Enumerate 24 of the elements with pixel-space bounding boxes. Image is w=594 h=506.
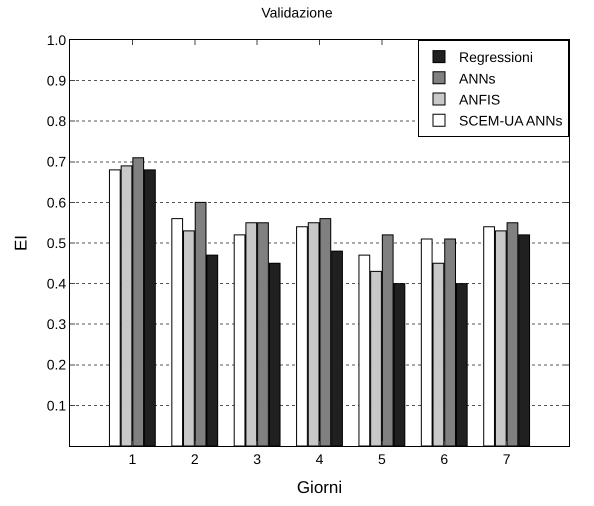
x-tick-label: 7 xyxy=(502,450,511,467)
y-tick-label: 0.4 xyxy=(46,276,66,292)
x-tick-label: 3 xyxy=(253,450,262,467)
y-tick-label: 0.2 xyxy=(46,356,66,373)
x-tick-label: 5 xyxy=(378,450,386,467)
legend-label: ANNs xyxy=(459,70,496,86)
y-tick-label: 0.7 xyxy=(46,154,66,170)
y-tick-label: 0.9 xyxy=(46,72,66,88)
x-tick-label: 2 xyxy=(190,450,199,467)
y-axis-title: EI xyxy=(11,234,30,252)
chart-title: Validazione xyxy=(261,4,333,20)
x-tick-label: 6 xyxy=(440,450,448,467)
x-tick-label: 1 xyxy=(128,450,136,467)
y-tick-label: 0.1 xyxy=(46,397,66,414)
legend-label: Regressioni xyxy=(459,49,533,66)
x-axis-title: Giorni xyxy=(296,478,342,498)
y-tick-label: 0.6 xyxy=(46,194,66,210)
y-tick-label: 0.8 xyxy=(46,113,66,130)
y-tick-label: 1.0 xyxy=(46,32,66,48)
y-tick-label: 0.3 xyxy=(46,316,66,332)
x-tick-label: 4 xyxy=(316,450,324,467)
legend-label: ANFIS xyxy=(459,91,500,108)
legend-label: SCEM-UA ANNs xyxy=(459,112,562,129)
y-tick-label: 0.5 xyxy=(46,234,66,251)
